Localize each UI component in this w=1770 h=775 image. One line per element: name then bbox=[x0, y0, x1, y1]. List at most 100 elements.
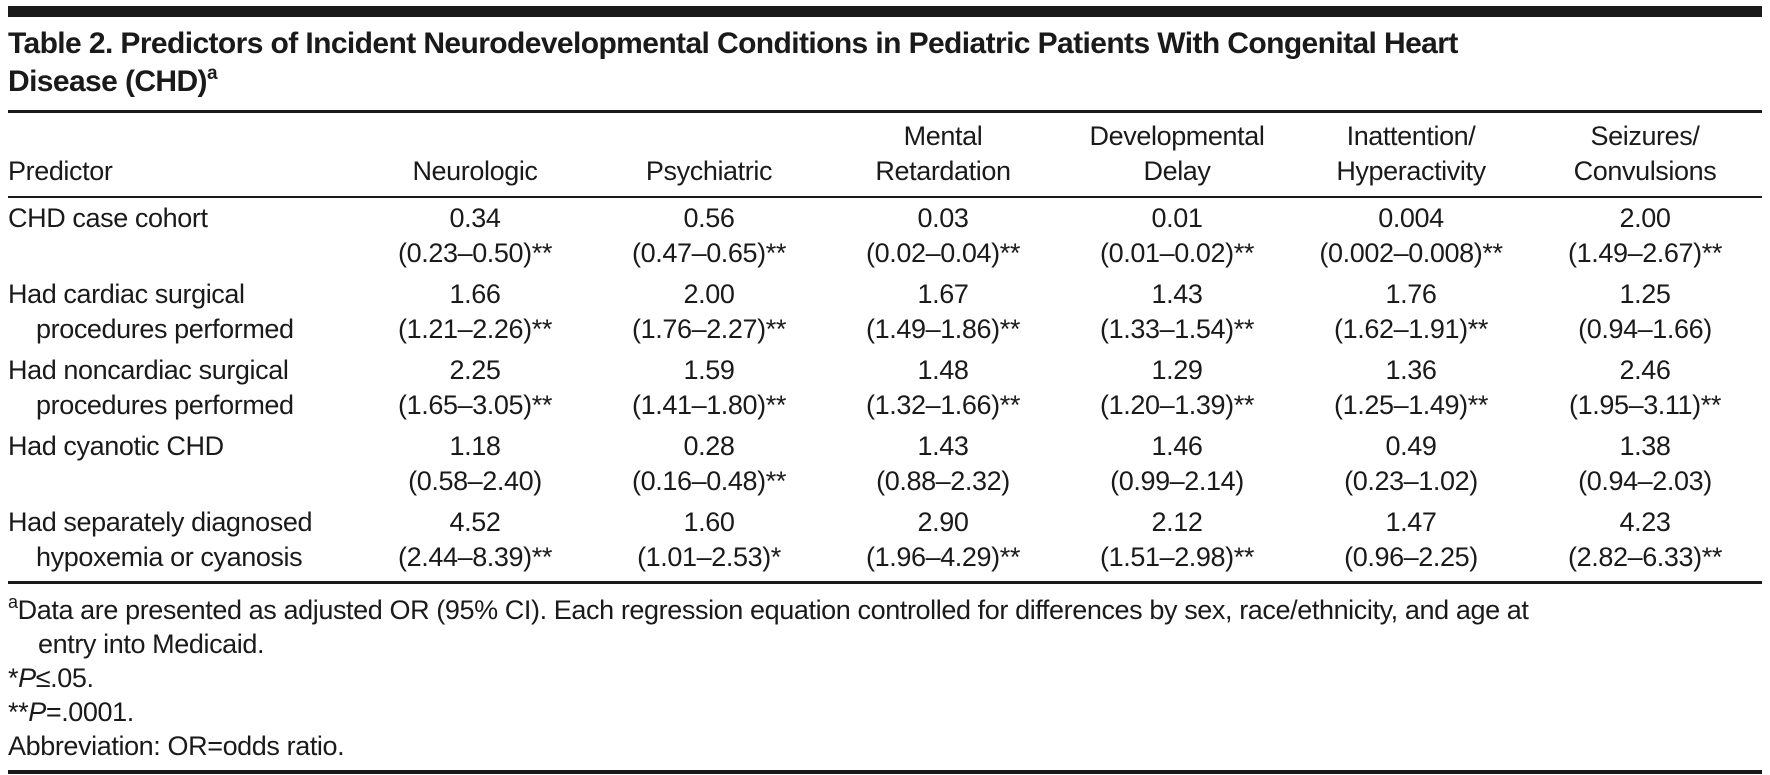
predictor-label-line2: hypoxemia or cyanosis bbox=[36, 542, 303, 572]
odds-ratio-value: 4.52 bbox=[449, 507, 501, 537]
table-top-rule bbox=[8, 6, 1762, 17]
confidence-interval: (1.25–1.49)** bbox=[1334, 390, 1488, 420]
odds-ratio-cell: 0.01 (0.01–0.02)** bbox=[1060, 197, 1294, 274]
odds-ratio-value: 2.25 bbox=[449, 355, 501, 385]
odds-ratio-value: 1.66 bbox=[449, 279, 501, 309]
odds-ratio-value: 1.38 bbox=[1619, 431, 1671, 461]
predictor-cell: Had noncardiac surgical procedures perfor… bbox=[8, 350, 358, 426]
odds-ratio-cell: 1.60 (1.01–2.53)* bbox=[592, 502, 826, 584]
confidence-interval: (0.94–2.03) bbox=[1578, 466, 1712, 496]
confidence-interval: (0.23–0.50)** bbox=[398, 238, 552, 268]
odds-ratio-cell: 4.23 (2.82–6.33)** bbox=[1528, 502, 1762, 584]
odds-ratio-value: 0.004 bbox=[1378, 203, 1444, 233]
predictor-cell: CHD case cohort bbox=[8, 197, 358, 274]
odds-ratio-cell: 0.34 (0.23–0.50)** bbox=[358, 197, 592, 274]
odds-ratio-cell: 1.76 (1.62–1.91)** bbox=[1294, 274, 1528, 350]
odds-ratio-cell: 0.49 (0.23–1.02) bbox=[1294, 426, 1528, 502]
odds-ratio-cell: 1.43 (0.88–2.32) bbox=[826, 426, 1060, 502]
predictor-label-line1: Had noncardiac surgical bbox=[8, 355, 289, 385]
confidence-interval: (0.16–0.48)** bbox=[632, 466, 786, 496]
odds-ratio-cell: 2.00 (1.49–2.67)** bbox=[1528, 197, 1762, 274]
footnote-a-line2: entry into Medicaid. bbox=[38, 629, 265, 659]
table-body: CHD case cohort 0.34 (0.23–0.50)** 0.56 (0.4… bbox=[8, 197, 1762, 584]
confidence-interval: (1.62–1.91)** bbox=[1334, 314, 1488, 344]
odds-ratio-cell: 2.25 (1.65–3.05)** bbox=[358, 350, 592, 426]
odds-ratio-value: 1.48 bbox=[917, 355, 969, 385]
odds-ratio-cell: 1.43 (1.33–1.54)** bbox=[1060, 274, 1294, 350]
odds-ratio-cell: 1.46 (0.99–2.14) bbox=[1060, 426, 1294, 502]
odds-ratio-value: 1.47 bbox=[1385, 507, 1437, 537]
confidence-interval: (0.002–0.008)** bbox=[1319, 238, 1503, 268]
odds-ratio-value: 0.03 bbox=[917, 203, 969, 233]
confidence-interval: (0.96–2.25) bbox=[1344, 542, 1478, 572]
predictors-table: Predictor Neurologic Psychiatric Mental … bbox=[8, 113, 1762, 584]
p-value-symbol: P bbox=[28, 697, 46, 727]
odds-ratio-value: 0.28 bbox=[683, 431, 735, 461]
odds-ratio-value: 1.60 bbox=[683, 507, 735, 537]
confidence-interval: (2.44–8.39)** bbox=[398, 542, 552, 572]
confidence-interval: (0.02–0.04)** bbox=[866, 238, 1020, 268]
footnote-a-line1: aData are presented as adjusted OR (95% … bbox=[8, 592, 1529, 625]
footnote-a-marker: a bbox=[8, 592, 18, 612]
confidence-interval: (1.49–2.67)** bbox=[1568, 238, 1722, 268]
odds-ratio-cell: 4.52 (2.44–8.39)** bbox=[358, 502, 592, 584]
confidence-interval: (1.95–3.11)** bbox=[1569, 390, 1721, 420]
confidence-interval: (0.23–1.02) bbox=[1344, 466, 1478, 496]
odds-ratio-cell: 1.29 (1.20–1.39)** bbox=[1060, 350, 1294, 426]
odds-ratio-cell: 1.25 (0.94–1.66) bbox=[1528, 274, 1762, 350]
predictor-label-line1: Had cardiac surgical bbox=[8, 279, 245, 309]
odds-ratio-value: 1.29 bbox=[1151, 355, 1203, 385]
odds-ratio-value: 0.01 bbox=[1151, 203, 1203, 233]
odds-ratio-value: 1.43 bbox=[917, 431, 969, 461]
table-row: Had noncardiac surgical procedures perfor… bbox=[8, 350, 1762, 426]
odds-ratio-cell: 0.28 (0.16–0.48)** bbox=[592, 426, 826, 502]
predictor-label-line2: procedures performed bbox=[36, 314, 294, 344]
confidence-interval: (1.76–2.27)** bbox=[632, 314, 786, 344]
odds-ratio-value: 2.00 bbox=[683, 279, 735, 309]
predictor-label-line1: Had cyanotic CHD bbox=[8, 431, 224, 461]
confidence-interval: (2.82–6.33)** bbox=[1568, 542, 1722, 572]
odds-ratio-value: 1.76 bbox=[1385, 279, 1437, 309]
table-title: Table 2. Predictors of Incident Neurodev… bbox=[8, 25, 1762, 101]
odds-ratio-value: 1.43 bbox=[1151, 279, 1203, 309]
confidence-interval: (1.49–1.86)** bbox=[866, 314, 1020, 344]
column-header-mental-retardation: Mental Retardation bbox=[826, 113, 1060, 198]
table-row: Had separately diagnosed hypoxemia or cya… bbox=[8, 502, 1762, 584]
odds-ratio-value: 1.36 bbox=[1385, 355, 1437, 385]
odds-ratio-cell: 2.12 (1.51–2.98)** bbox=[1060, 502, 1294, 584]
column-header-inattention-hyperactivity: Inattention/ Hyperactivity bbox=[1294, 113, 1528, 198]
table-footnotes: aData are presented as adjusted OR (95% … bbox=[8, 593, 1762, 763]
p-value-symbol: P bbox=[18, 663, 36, 693]
odds-ratio-value: 2.46 bbox=[1619, 355, 1671, 385]
confidence-interval: (0.94–1.66) bbox=[1578, 314, 1712, 344]
table-bottom-rule bbox=[8, 770, 1762, 774]
predictor-label-line2: procedures performed bbox=[36, 390, 294, 420]
odds-ratio-value: 2.90 bbox=[917, 507, 969, 537]
odds-ratio-cell: 1.47 (0.96–2.25) bbox=[1294, 502, 1528, 584]
column-header-predictor: Predictor bbox=[8, 113, 358, 198]
table-title-line1: Table 2. Predictors of Incident Neurodev… bbox=[8, 27, 1458, 60]
predictor-label-line2 bbox=[8, 236, 356, 271]
predictor-label-line2 bbox=[8, 464, 356, 499]
odds-ratio-cell: 2.46 (1.95–3.11)** bbox=[1528, 350, 1762, 426]
odds-ratio-value: 1.46 bbox=[1151, 431, 1203, 461]
predictor-cell: Had cardiac surgical procedures performed bbox=[8, 274, 358, 350]
footnote-single-asterisk: *P≤.05. bbox=[8, 663, 94, 693]
odds-ratio-cell: 1.48 (1.32–1.66)** bbox=[826, 350, 1060, 426]
odds-ratio-value: 0.34 bbox=[449, 203, 501, 233]
odds-ratio-value: 1.25 bbox=[1619, 279, 1671, 309]
odds-ratio-cell: 0.004 (0.002–0.008)** bbox=[1294, 197, 1528, 274]
footnote-abbreviation: Abbreviation: OR=odds ratio. bbox=[8, 731, 345, 761]
confidence-interval: (1.01–2.53)* bbox=[637, 542, 781, 572]
footnote-double-asterisk: **P=.0001. bbox=[8, 697, 134, 727]
confidence-interval: (1.21–2.26)** bbox=[398, 314, 552, 344]
odds-ratio-value: 2.00 bbox=[1619, 203, 1671, 233]
predictor-cell: Had cyanotic CHD bbox=[8, 426, 358, 502]
odds-ratio-cell: 1.67 (1.49–1.86)** bbox=[826, 274, 1060, 350]
table-title-footnote-marker: a bbox=[206, 63, 218, 84]
confidence-interval: (0.88–2.32) bbox=[876, 466, 1010, 496]
confidence-interval: (0.01–0.02)** bbox=[1100, 238, 1254, 268]
table-row: Had cyanotic CHD 1.18 (0.58–2.40) 0.28 (0.16… bbox=[8, 426, 1762, 502]
odds-ratio-cell: 0.03 (0.02–0.04)** bbox=[826, 197, 1060, 274]
predictor-label-line1: CHD case cohort bbox=[8, 203, 208, 233]
